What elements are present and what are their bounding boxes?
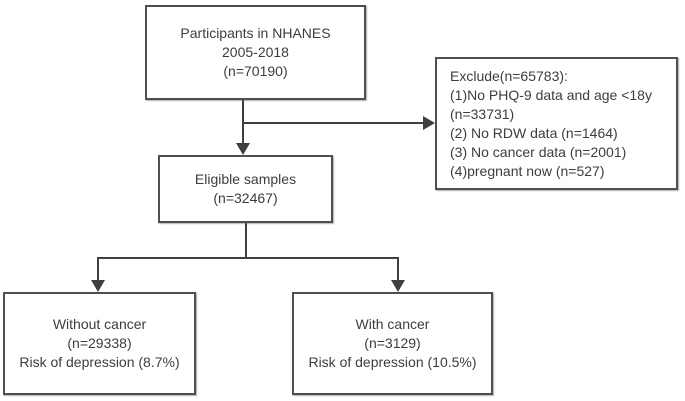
- exclude-line-3: (n=33731): [450, 105, 515, 122]
- connector-eligible-down: [245, 223, 247, 259]
- eligible-line-1: Eligible samples: [194, 171, 297, 187]
- participants-box: Participants in NHANES 2005-2018 (n=7019…: [145, 5, 366, 100]
- eligible-samples-box: Eligible samples (n=32467): [158, 155, 333, 223]
- with-cancer-box: With cancer (n=3129) Risk of depression …: [292, 292, 493, 395]
- with-cancer-line-3: Risk of depression (10.5%): [308, 354, 477, 370]
- exclude-line-6: (4)pregnant now (n=527): [450, 162, 605, 179]
- connector-branch-horizontal: [97, 257, 399, 259]
- arrowhead-down-without-cancer-icon: [91, 280, 105, 292]
- exclude-line-2: (1)No PHQ-9 data and age <18y: [450, 86, 652, 103]
- without-cancer-line-1: Without cancer: [52, 316, 147, 332]
- exclude-line-1: Exclude(n=65783):: [450, 67, 568, 84]
- participants-line-2: 2005-2018: [222, 44, 289, 60]
- connector-branch-left-down: [97, 257, 99, 281]
- arrowhead-down-eligible-icon: [236, 143, 250, 155]
- participants-line-1: Participants in NHANES: [180, 25, 331, 41]
- without-cancer-line-2: (n=29338): [67, 335, 132, 351]
- arrowhead-down-with-cancer-icon: [391, 280, 405, 292]
- exclude-line-5: (3) No cancer data (n=2001): [450, 143, 627, 160]
- connector-branch-to-exclude: [242, 122, 425, 124]
- without-cancer-box: Without cancer (n=29338) Risk of depress…: [3, 292, 196, 395]
- with-cancer-line-1: With cancer: [355, 316, 430, 332]
- exclude-box: Exclude(n=65783): (1)No PHQ-9 data and a…: [435, 57, 678, 190]
- exclude-line-4: (2) No RDW data (n=1464): [450, 124, 618, 141]
- eligible-line-2: (n=32467): [213, 190, 278, 206]
- participants-line-3: (n=70190): [223, 63, 288, 79]
- without-cancer-line-3: Risk of depression (8.7%): [19, 354, 180, 370]
- connector-branch-right-down: [397, 257, 399, 281]
- arrowhead-right-exclude-icon: [423, 116, 435, 130]
- with-cancer-line-2: (n=3129): [364, 335, 421, 351]
